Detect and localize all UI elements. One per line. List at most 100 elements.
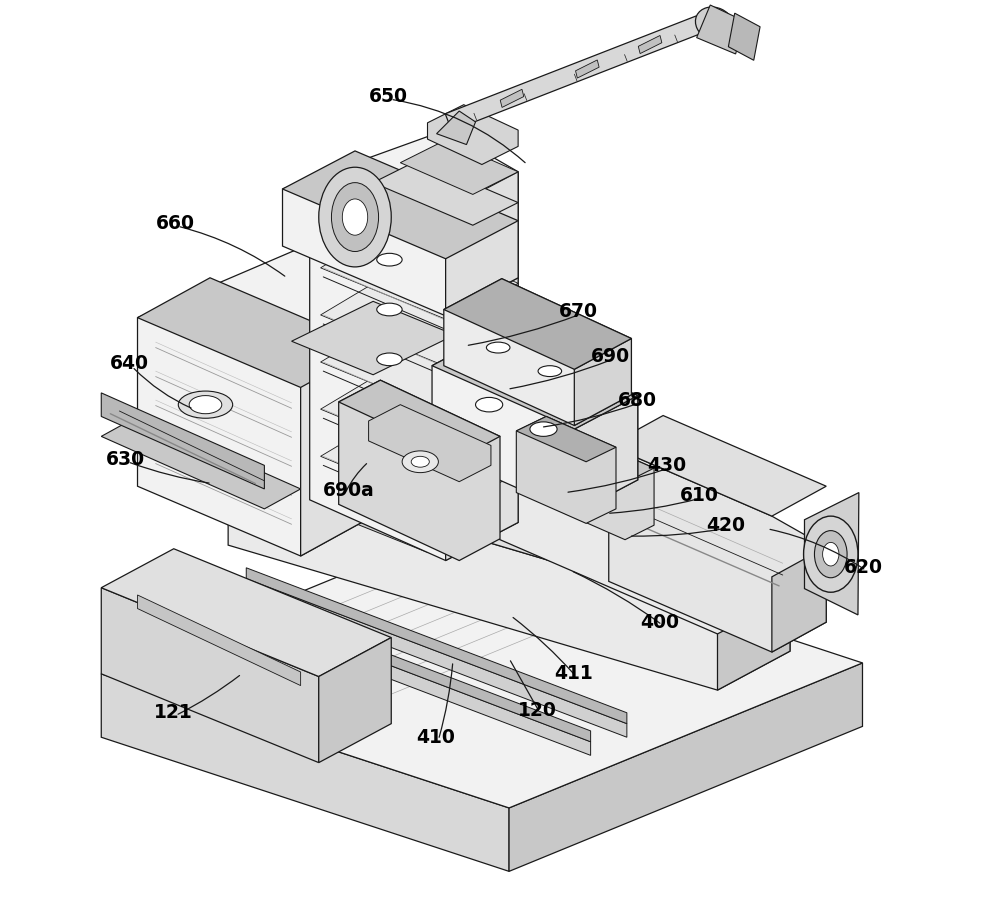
Polygon shape [574,395,638,514]
Polygon shape [339,380,500,561]
Polygon shape [697,5,745,54]
Polygon shape [321,323,518,416]
Polygon shape [339,380,500,458]
Text: 121: 121 [154,704,193,723]
Polygon shape [609,445,826,652]
Polygon shape [310,169,518,268]
Polygon shape [574,338,631,425]
Ellipse shape [178,391,233,418]
Polygon shape [638,35,662,54]
Ellipse shape [823,543,839,566]
Polygon shape [310,133,518,561]
Polygon shape [576,60,599,78]
Text: 670: 670 [559,302,598,321]
Text: 430: 430 [647,456,686,474]
Polygon shape [246,579,627,737]
Polygon shape [609,415,826,516]
Ellipse shape [599,567,628,582]
Ellipse shape [402,451,438,473]
Polygon shape [437,111,476,145]
Text: 411: 411 [554,664,593,684]
Polygon shape [516,416,616,524]
Polygon shape [301,299,373,556]
Ellipse shape [804,516,858,593]
Polygon shape [432,332,638,429]
Polygon shape [559,439,654,483]
Polygon shape [500,89,524,107]
Polygon shape [138,248,373,556]
Text: 650: 650 [369,87,408,106]
Text: 690a: 690a [323,481,375,500]
Ellipse shape [377,403,402,415]
Ellipse shape [189,395,222,414]
Polygon shape [319,637,391,763]
Text: 420: 420 [707,515,746,534]
Polygon shape [101,393,264,489]
Ellipse shape [319,167,391,267]
Polygon shape [446,174,518,561]
Polygon shape [210,597,591,755]
Polygon shape [509,663,862,872]
Polygon shape [283,130,518,315]
Polygon shape [101,416,301,509]
Ellipse shape [342,199,368,235]
Polygon shape [445,16,703,131]
Polygon shape [804,493,859,614]
Ellipse shape [530,422,557,436]
Ellipse shape [538,365,562,376]
Polygon shape [516,416,616,462]
Polygon shape [446,447,790,634]
Text: 620: 620 [844,558,883,577]
Ellipse shape [476,397,503,412]
Ellipse shape [331,183,379,252]
Polygon shape [428,105,518,165]
Polygon shape [373,160,518,225]
Polygon shape [321,229,518,322]
Polygon shape [728,13,760,60]
Polygon shape [444,279,631,425]
Polygon shape [559,439,654,540]
Polygon shape [101,549,391,676]
Text: 400: 400 [640,613,679,632]
Text: 660: 660 [156,214,195,233]
Ellipse shape [486,342,510,353]
Polygon shape [101,529,862,808]
Polygon shape [319,488,428,553]
Ellipse shape [377,254,402,266]
Polygon shape [446,172,518,315]
Ellipse shape [814,531,847,578]
Polygon shape [446,410,790,565]
Polygon shape [101,588,319,763]
Polygon shape [283,151,518,259]
Polygon shape [228,425,790,610]
Ellipse shape [411,456,429,467]
Text: 640: 640 [110,355,149,374]
Polygon shape [292,302,455,375]
Polygon shape [138,278,373,387]
Ellipse shape [477,518,514,536]
Text: 410: 410 [417,728,456,746]
Polygon shape [101,674,509,872]
Ellipse shape [536,541,572,559]
Text: 680: 680 [618,391,657,410]
Polygon shape [210,586,591,742]
Polygon shape [321,417,518,511]
Polygon shape [246,568,627,724]
Polygon shape [717,571,790,690]
Polygon shape [444,279,631,369]
Polygon shape [400,140,518,195]
Ellipse shape [377,353,402,365]
Polygon shape [321,370,518,464]
Polygon shape [228,465,790,690]
Text: 630: 630 [106,450,145,468]
Text: 690: 690 [591,347,630,366]
Polygon shape [380,465,471,544]
Polygon shape [772,547,826,652]
Text: 120: 120 [518,701,557,720]
Polygon shape [321,276,518,369]
Text: 610: 610 [679,485,718,504]
Polygon shape [432,332,638,514]
Polygon shape [138,595,301,685]
Ellipse shape [377,304,402,315]
Ellipse shape [695,7,734,41]
